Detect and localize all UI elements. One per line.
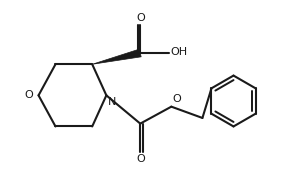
Text: O: O <box>25 90 34 100</box>
Text: O: O <box>172 94 181 104</box>
Text: O: O <box>136 13 144 23</box>
Text: O: O <box>136 154 144 164</box>
Text: OH: OH <box>170 47 187 57</box>
Text: N: N <box>108 97 116 107</box>
Polygon shape <box>92 49 141 64</box>
